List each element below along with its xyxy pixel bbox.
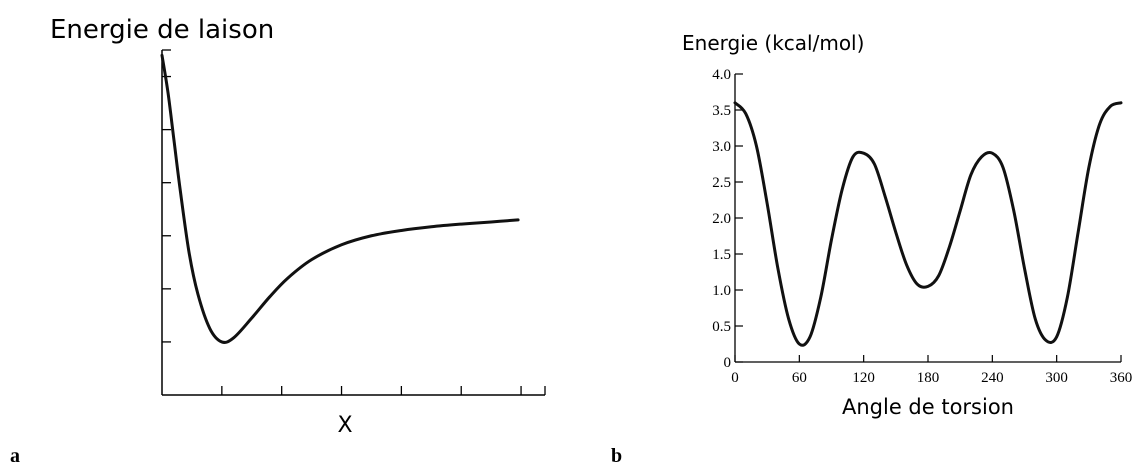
chart-panel-a: Energie de laison X a [10, 15, 546, 464]
chart-b-y-tick-label: 3.0 [712, 139, 731, 155]
panel-label-b: b [611, 445, 622, 464]
chart-a-ylabel: Energie de laison [50, 15, 274, 45]
chart-b-y-tick-label: 3.5 [712, 103, 731, 119]
panel-label-a: a [10, 445, 20, 464]
chart-b-y-tick-label: 0 [724, 355, 732, 371]
chart-b-x-tick-label: 0 [731, 370, 739, 386]
chart-a-series-line [160, 53, 520, 344]
chart-b-x-tick-label: 60 [792, 370, 807, 386]
chart-b-y-tick-label: 2.0 [712, 211, 731, 227]
chart-b-x-tick-label: 180 [917, 370, 940, 386]
chart-b-xlabel: Angle de torsion [842, 395, 1014, 419]
chart-a-svg: Energie de laison X a [10, 15, 546, 464]
chart-b-svg: Energie (kcal/mol) Angle de torsion b 0 6… [611, 31, 1133, 464]
chart-a-xlabel: X [337, 413, 352, 438]
chart-b-ylabel: Energie (kcal/mol) [682, 31, 864, 55]
chart-b-y-tick-label: 4.0 [712, 67, 731, 83]
chart-b-x-tick-label: 300 [1045, 370, 1068, 386]
chart-b-y-tick-label: 1.5 [712, 247, 731, 263]
chart-b-y-tick-label: 2.5 [712, 175, 731, 191]
chart-b-y-tick-label: 1.0 [712, 283, 731, 299]
chart-b-x-tick-label: 240 [981, 370, 1004, 386]
chart-b-y-tick-label: 0.5 [712, 319, 731, 335]
chart-b-x-tick-label: 360 [1110, 370, 1133, 386]
chart-panel-b: Energie (kcal/mol) Angle de torsion b 0 6… [567, 0, 1134, 464]
chart-b-series-line [733, 101, 1123, 347]
chart-b-x-tick-label: 120 [852, 370, 875, 386]
